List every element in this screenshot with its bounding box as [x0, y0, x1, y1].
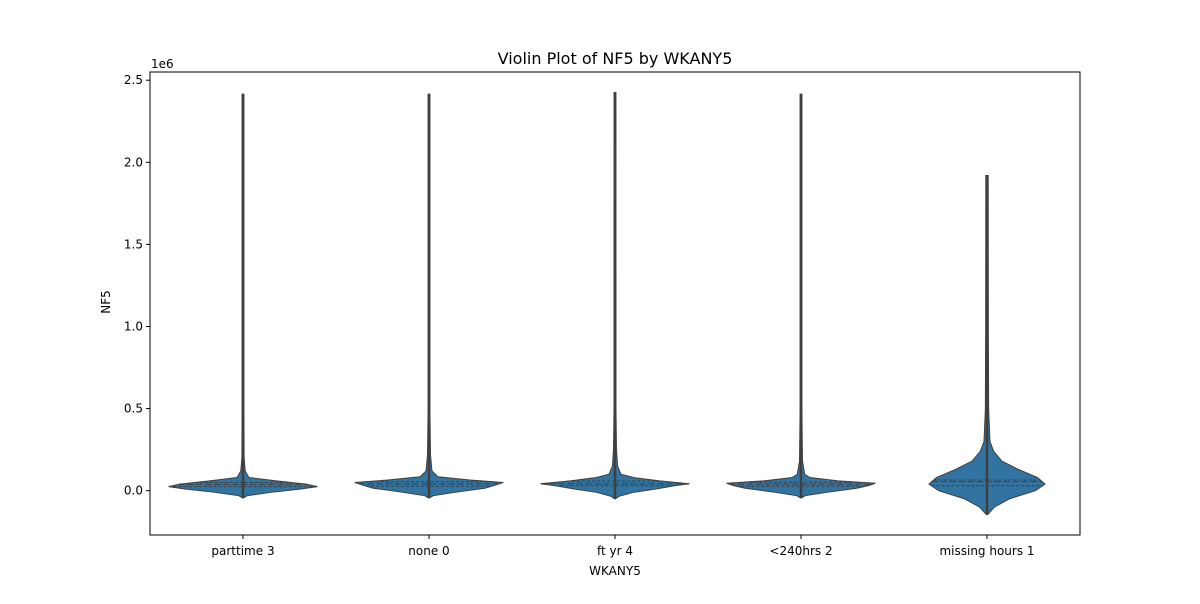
x-tick-label: ft yr 4 [597, 544, 633, 558]
y-tick-label: 1.5 [124, 237, 143, 251]
violin-group [540, 92, 690, 500]
violin-group [726, 93, 876, 499]
violin-group [928, 174, 1046, 515]
x-tick-label: missing hours 1 [939, 544, 1034, 558]
y-tick-label: 2.0 [124, 155, 143, 169]
x-tick-label: none 0 [408, 544, 449, 558]
y-tick-label: 0.5 [124, 402, 143, 416]
violins-layer [168, 92, 1046, 515]
plot-area-frame [149, 71, 1081, 536]
x-tick-label: <240hrs 2 [769, 544, 832, 558]
y-tick-label: 2.5 [124, 73, 143, 87]
y-axis: 0.0 0.5 1.0 1.5 2.0 2.5 [124, 73, 150, 498]
chart-title: Violin Plot of NF5 by WKANY5 [498, 49, 733, 68]
y-axis-offset-label: 1e6 [151, 57, 174, 71]
x-axis-label: WKANY5 [589, 564, 641, 578]
violin-group [354, 93, 504, 499]
violin-group [168, 93, 318, 499]
x-axis: parttime 3 none 0 ft yr 4 <240hrs 2 missing … [211, 535, 1035, 558]
y-tick-label: 0.0 [124, 484, 143, 498]
y-tick-label: 1.0 [124, 319, 143, 333]
x-tick-label: parttime 3 [211, 544, 274, 558]
y-axis-label: NF5 [99, 290, 113, 314]
